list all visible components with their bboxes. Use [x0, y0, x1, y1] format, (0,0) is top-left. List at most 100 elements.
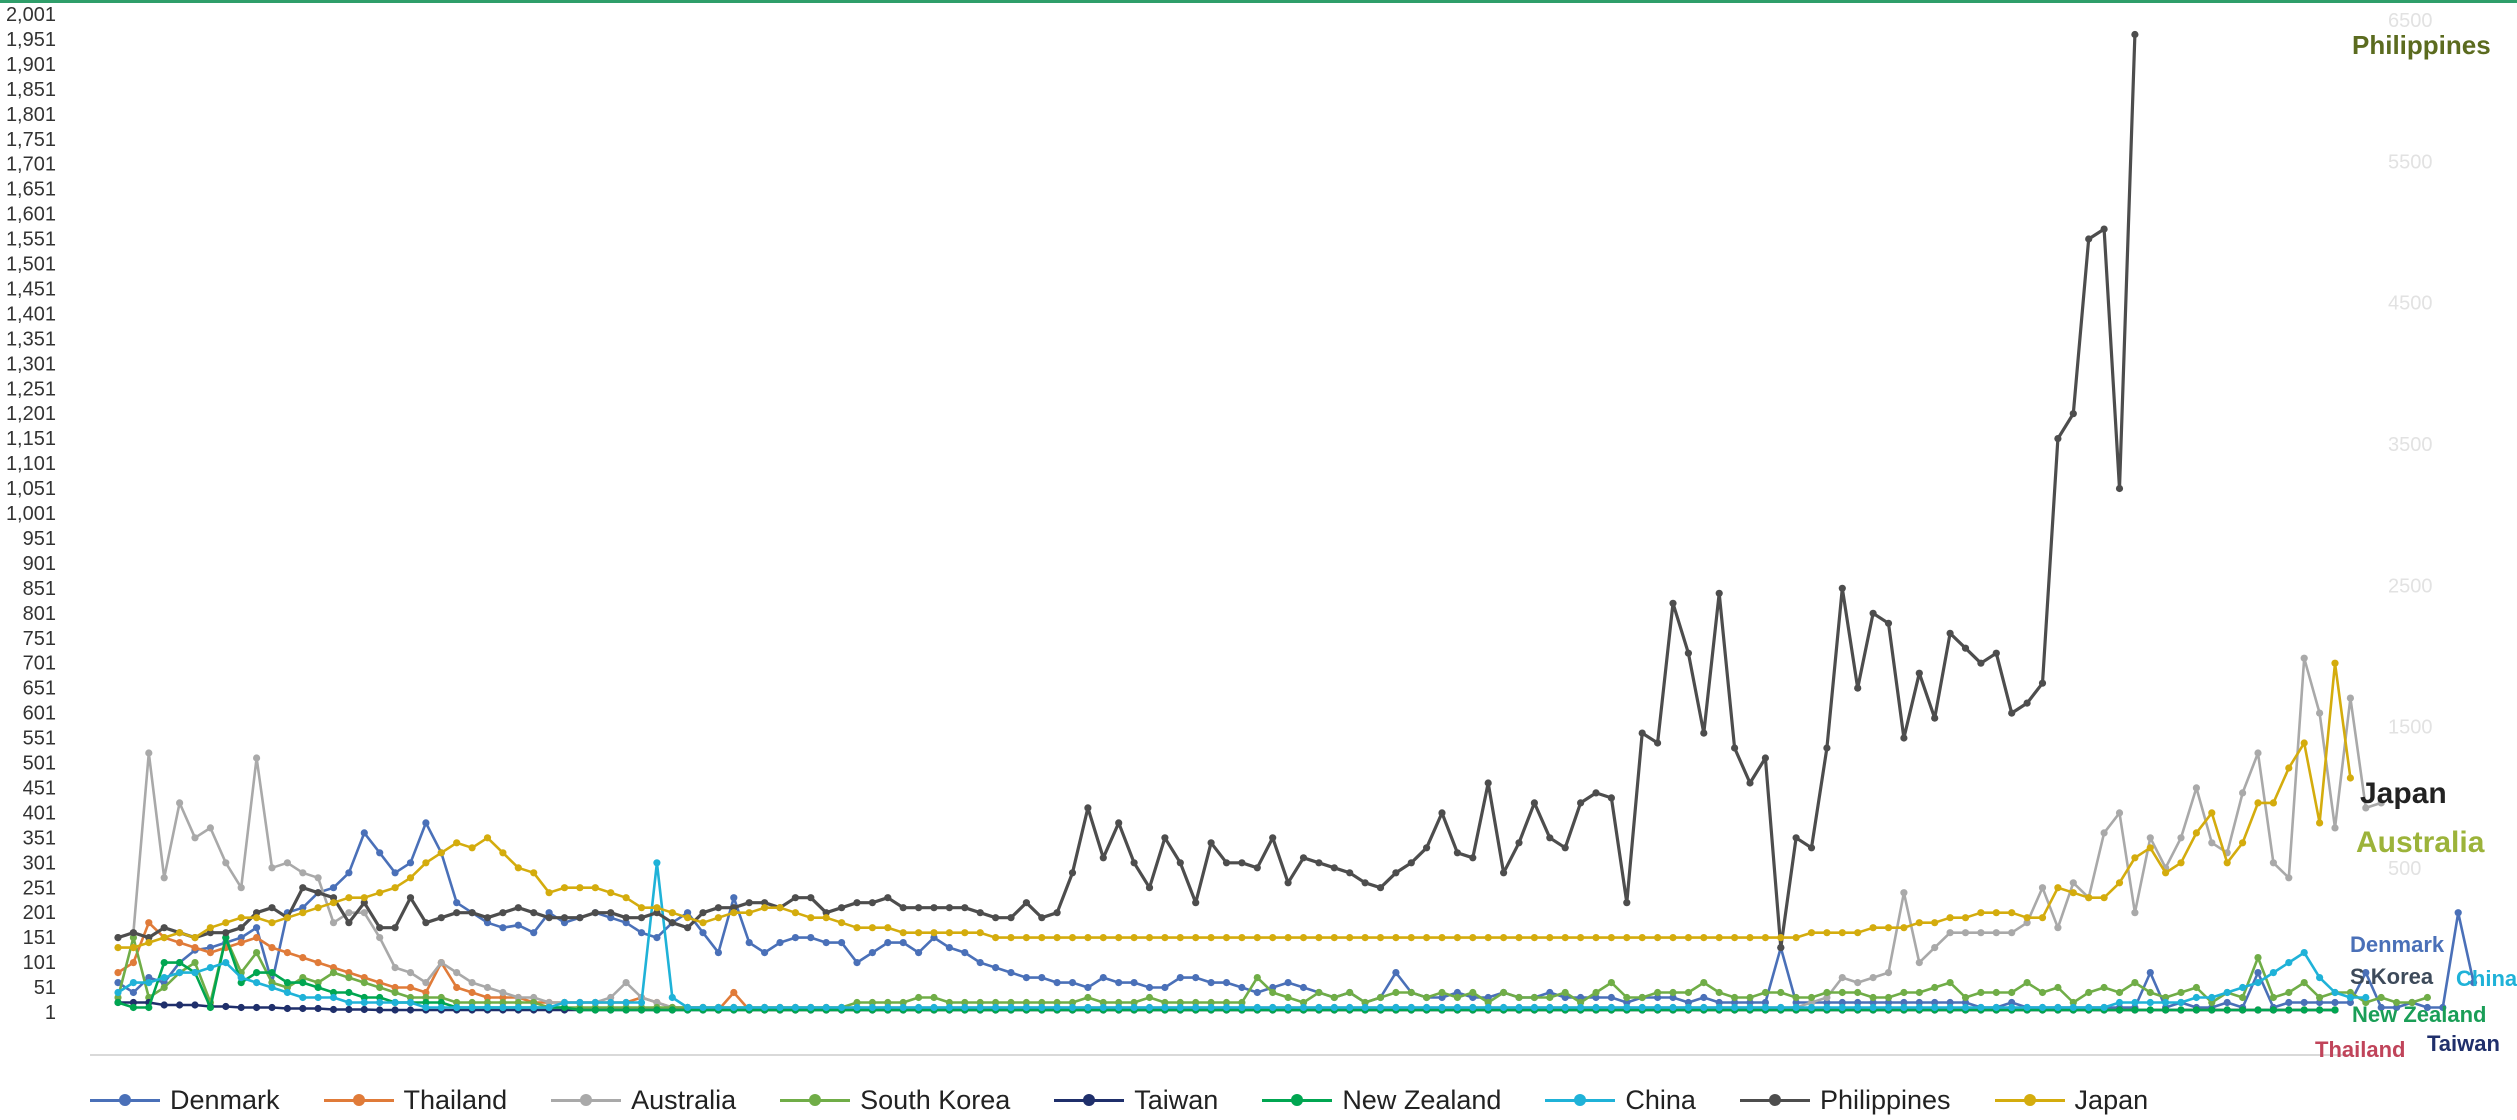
data-point [1453, 993, 1461, 1002]
data-point [2393, 998, 2401, 1007]
data-point [992, 998, 1000, 1007]
y-tick-label: 1,051 [6, 478, 56, 500]
data-point [899, 998, 907, 1007]
legend-item-australia[interactable]: Australia [551, 1085, 736, 1116]
data-point [299, 974, 307, 982]
data-point [1577, 799, 1585, 807]
data-point [2300, 739, 2308, 747]
data-point [483, 834, 492, 842]
data-point [1931, 944, 1939, 952]
data-point [1700, 993, 1708, 1002]
data-point [668, 909, 676, 917]
legend-item-japan[interactable]: Japan [1994, 1085, 2148, 1116]
data-point [1577, 1003, 1585, 1012]
legend-swatch [780, 1090, 851, 1110]
right-tick-label: 5500 [2388, 151, 2433, 173]
data-point [360, 998, 368, 1007]
data-point [2146, 988, 2154, 997]
data-point [1207, 998, 1215, 1007]
data-point [668, 1006, 676, 1014]
legend-item-denmark[interactable]: Denmark [90, 1085, 280, 1116]
data-point [961, 929, 969, 937]
data-point [1946, 1003, 1954, 1012]
data-point [391, 964, 399, 972]
data-point [838, 939, 846, 947]
data-point [1884, 1003, 1893, 1012]
data-point [961, 998, 969, 1007]
data-point [945, 904, 954, 912]
data-point [1761, 1003, 1769, 1012]
data-point [653, 909, 661, 917]
legend-item-new-zealand[interactable]: New Zealand [1262, 1085, 1501, 1116]
data-point [653, 998, 661, 1007]
data-point [1607, 794, 1615, 802]
data-point [684, 924, 692, 932]
data-point [114, 969, 122, 977]
data-point [176, 959, 184, 967]
data-point [1823, 993, 1831, 1002]
data-point [345, 969, 353, 977]
data-point [1145, 934, 1154, 942]
data-point [576, 1006, 584, 1014]
data-point [1007, 969, 1015, 977]
data-point [2269, 799, 2277, 807]
data-point [2115, 988, 2124, 997]
legend-item-philippines[interactable]: Philippines [1739, 1085, 1951, 1116]
data-point [545, 1003, 553, 1012]
data-point [1053, 909, 1061, 917]
data-point [1684, 934, 1692, 942]
data-point [822, 1003, 830, 1012]
data-point [376, 849, 384, 857]
data-point [1869, 1003, 1877, 1012]
data-point [1238, 983, 1246, 992]
data-point [591, 1006, 599, 1014]
data-point [206, 824, 214, 832]
legend-item-thailand[interactable]: Thailand [323, 1085, 507, 1116]
data-point [684, 1003, 692, 1012]
data-point [206, 944, 214, 952]
data-point [268, 904, 276, 912]
legend-swatch [1262, 1090, 1333, 1110]
legend-label: Australia [631, 1084, 737, 1115]
data-point [2223, 1006, 2231, 1014]
data-point [1592, 789, 1600, 797]
data-point [1068, 869, 1077, 877]
data-point [822, 939, 830, 947]
data-point [1007, 1003, 1015, 1012]
data-point [206, 924, 214, 932]
data-point [437, 1003, 445, 1012]
data-point [1361, 998, 1369, 1007]
data-point [1977, 929, 1985, 937]
data-point [2115, 809, 2124, 817]
data-point [1715, 988, 1723, 997]
data-point [545, 909, 553, 917]
data-point [406, 874, 415, 882]
data-point [406, 993, 415, 1002]
data-point [2362, 998, 2370, 1007]
data-point [1869, 924, 1877, 932]
data-point [1838, 584, 1846, 592]
y-tick-label: 101 [23, 952, 56, 974]
data-point [1530, 799, 1538, 807]
legend-item-south-korea[interactable]: South Korea [780, 1085, 1010, 1116]
data-point [422, 998, 430, 1007]
data-point [868, 1003, 877, 1012]
data-point [1330, 934, 1338, 942]
data-point [1931, 919, 1939, 927]
data-point [1700, 1003, 1708, 1012]
data-point [622, 919, 630, 927]
data-point [1192, 934, 1200, 942]
data-point [945, 929, 954, 937]
data-point [114, 988, 122, 997]
data-point [637, 929, 646, 937]
data-point [329, 993, 338, 1002]
data-point [591, 998, 599, 1007]
data-point [406, 894, 415, 902]
right-tick-label: 4500 [2388, 293, 2433, 315]
legend-item-china[interactable]: China [1545, 1085, 1696, 1116]
data-point [2146, 834, 2154, 842]
legend-item-taiwan[interactable]: Taiwan [1054, 1085, 1218, 1116]
data-point [1500, 869, 1508, 877]
data-point [499, 849, 507, 857]
data-point [514, 998, 522, 1007]
